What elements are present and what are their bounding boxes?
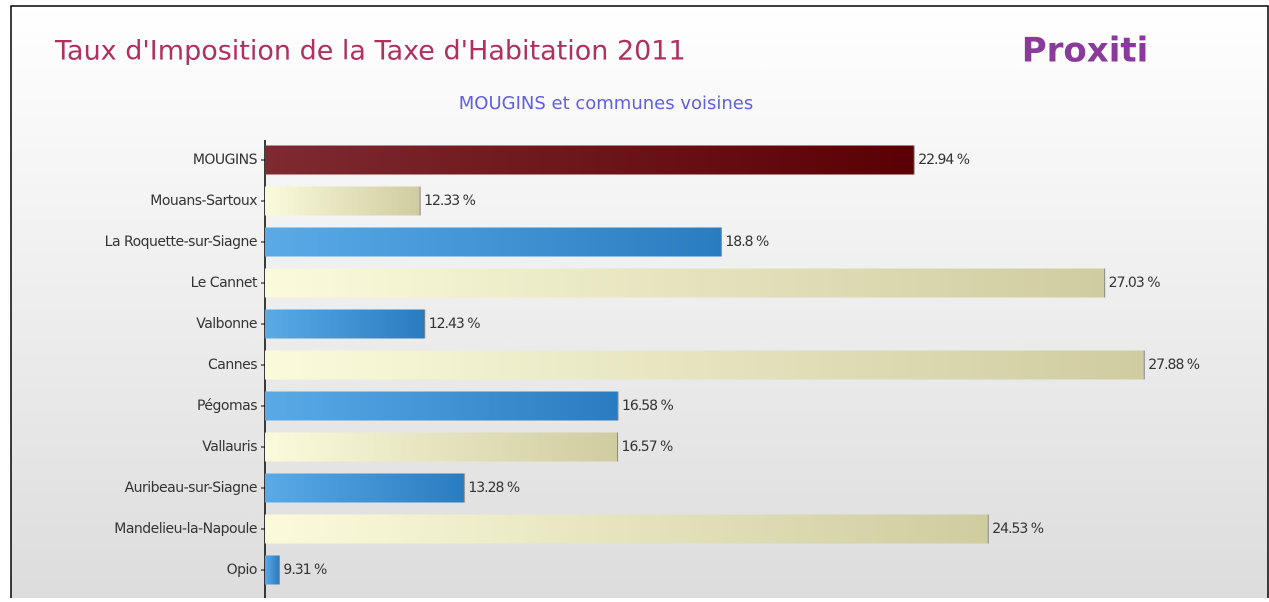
bar — [265, 432, 618, 462]
category-label: Valbonne — [196, 316, 257, 332]
value-label: 18.8 % — [725, 234, 769, 250]
bar — [265, 473, 465, 503]
value-label: 22.94 % — [918, 152, 970, 168]
bar — [265, 555, 280, 585]
bar — [265, 227, 722, 257]
bar — [265, 391, 619, 421]
chart-subtitle: MOUGINS et communes voisines — [459, 93, 753, 114]
category-label: Le Cannet — [191, 275, 258, 291]
value-label: 24.53 % — [992, 521, 1044, 537]
value-label: 27.88 % — [1148, 357, 1200, 373]
category-label: Vallauris — [202, 439, 257, 455]
category-label: Mandelieu-la-Napoule — [114, 521, 257, 537]
bar — [265, 268, 1105, 298]
bar — [265, 145, 915, 175]
category-label: Cannes — [208, 357, 257, 373]
category-label: MOUGINS — [193, 152, 258, 168]
value-label: 27.03 % — [1109, 275, 1161, 291]
value-label: 12.43 % — [429, 316, 481, 332]
bar — [265, 309, 425, 339]
value-label: 13.28 % — [468, 480, 520, 496]
category-label: Auribeau-sur-Siagne — [125, 480, 257, 496]
category-label: Mouans-Sartoux — [150, 193, 257, 209]
value-label: 16.57 % — [622, 439, 674, 455]
value-label: 16.58 % — [622, 398, 674, 414]
chart-title: Taux d'Imposition de la Taxe d'Habitatio… — [54, 36, 686, 67]
bar — [265, 350, 1145, 380]
frame — [10, 5, 1269, 602]
value-label: 12.33 % — [424, 193, 476, 209]
bar — [265, 186, 421, 216]
category-label: Pégomas — [197, 398, 257, 414]
category-label: La Roquette-sur-Siagne — [105, 234, 257, 250]
bar — [265, 514, 989, 544]
logo: Proxiti — [1022, 31, 1149, 71]
value-label: 9.31 % — [283, 562, 327, 578]
category-label: Opio — [227, 562, 257, 578]
